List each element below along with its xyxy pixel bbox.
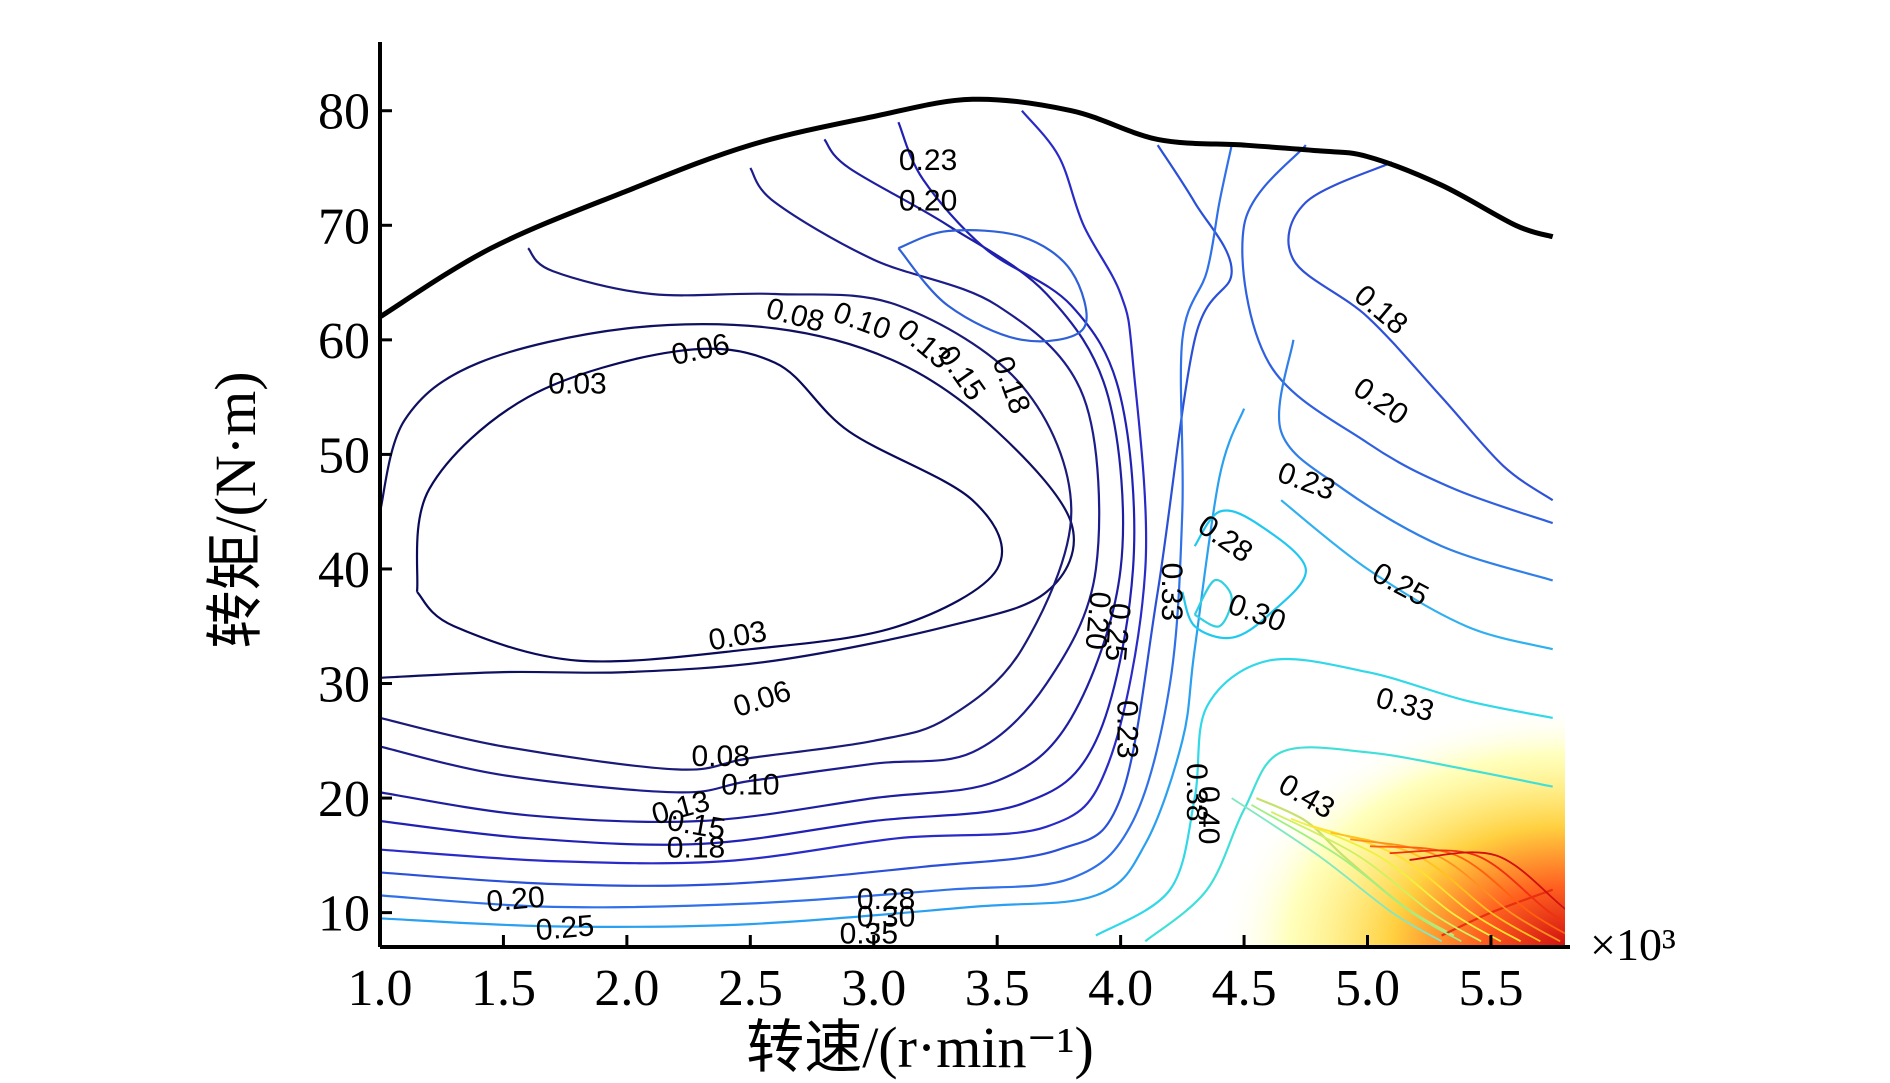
- contour-line-dense: [1330, 831, 1541, 943]
- contour-label: 0.10: [829, 296, 895, 347]
- x-tick-label: 5.0: [1335, 960, 1400, 1017]
- contour-label: 0.38: [1180, 763, 1213, 821]
- x-tick-label: 4.5: [1212, 960, 1277, 1017]
- y-ticks: 10 20 30 40 50 60 70 80: [318, 84, 392, 943]
- contour-line-0.15: [380, 121, 1136, 846]
- y-tick-label: 20: [318, 771, 370, 828]
- contour-label: 0.03: [706, 615, 769, 658]
- contour-label: 0.10: [721, 769, 779, 802]
- contour-label: 0.33: [1155, 563, 1188, 621]
- contour-label: 0.20: [899, 184, 957, 217]
- y-tick-label: 60: [318, 313, 370, 370]
- x-tick-label: 3.5: [965, 960, 1030, 1017]
- y-tick-label: 50: [318, 427, 370, 484]
- x-tick-label: 1.0: [348, 960, 413, 1017]
- contour-line-0.06: [380, 323, 1075, 679]
- y-axis-title: 转矩/(N·m): [203, 371, 268, 648]
- contour-label: 0.08: [691, 740, 749, 773]
- contour-line-0.20: [1241, 144, 1554, 525]
- envelope-line: [378, 96, 1554, 320]
- x-axis-title: 转速/(r·min⁻¹): [746, 1015, 1094, 1080]
- contour-label: 0.03: [548, 368, 606, 401]
- contour-line-0.28: [1181, 509, 1307, 640]
- x-tick-label: 5.5: [1458, 960, 1523, 1017]
- contour-line-0.20: [380, 144, 1233, 887]
- contour-label: 0.25: [534, 909, 595, 947]
- contour-line-0.23: [1277, 339, 1554, 582]
- contour-line-0.10: [380, 167, 1101, 794]
- x-tick-label: 2.0: [594, 960, 659, 1017]
- contour-label: 0.18: [1348, 279, 1414, 342]
- contour-labels: 0.230.200.030.060.08 0.100.130.150.180.03…: [485, 144, 1437, 950]
- contour-label: 0.20: [485, 881, 546, 919]
- contour-label: 0.40: [1192, 786, 1225, 844]
- contour-label: 0.08: [763, 292, 828, 339]
- y-tick-label: 80: [318, 84, 370, 141]
- contour-label: 0.06: [669, 328, 733, 372]
- contour-line-dense: [1389, 849, 1565, 924]
- contour-line-dense: [1290, 817, 1502, 943]
- contour-line-0.33: [1193, 578, 1233, 628]
- contour-label: 0.18: [986, 352, 1037, 418]
- x-multiplier-label: ×10³: [1590, 919, 1676, 970]
- y-tick-label: 30: [318, 657, 370, 714]
- contour-line-0.03: [415, 347, 1004, 663]
- contour-line-dense: [1251, 804, 1462, 943]
- contour-line-dense: [1409, 851, 1565, 910]
- contour-line-0.18: [1287, 161, 1554, 502]
- axes: [378, 42, 1570, 949]
- contour-line-0.23: [897, 229, 1088, 343]
- contour-label: 0.06: [729, 674, 795, 723]
- contour-label: 0.18: [667, 832, 725, 865]
- contour-label: 0.30: [1224, 588, 1290, 639]
- contour-line-dense: [1270, 810, 1482, 943]
- x-tick-label: 2.5: [718, 960, 783, 1017]
- contour-label: 0.28: [857, 883, 915, 916]
- contour-lines: [380, 110, 1565, 943]
- contour-label: 0.20: [1347, 371, 1414, 432]
- contour-line-0.30: [1095, 657, 1553, 937]
- contour-label: 0.30: [857, 900, 915, 933]
- contour-label: 0.23: [899, 144, 957, 177]
- contour-line-0.25: [380, 408, 1246, 929]
- contour-line-0.25: [1280, 499, 1553, 651]
- torque-envelope: [378, 96, 1554, 320]
- high-value-region: [1219, 706, 1565, 947]
- x-tick-label: 4.0: [1088, 960, 1153, 1017]
- contour-line-0.13: [380, 138, 1125, 824]
- contour-line-0.18: [380, 110, 1148, 865]
- contour-label: 0.35: [840, 917, 898, 950]
- contour-label: 0.20: [1079, 590, 1117, 651]
- x-ticks: 1.0 1.5 2.0 2.5 3.0 3.5 4.0 4.5 5.0 5.5: [348, 935, 1523, 1017]
- y-tick-label: 70: [318, 198, 370, 255]
- y-tick-label: 10: [318, 886, 370, 943]
- contour-line-0.33: [1144, 746, 1553, 943]
- y-tick-label: 40: [318, 542, 370, 599]
- contour-line-dense: [1369, 845, 1565, 935]
- contour-line-0.08: [380, 247, 1073, 771]
- x-tick-label: 3.0: [841, 960, 906, 1017]
- contour-line-dense: [1350, 838, 1561, 943]
- contour-line-dense: [1231, 797, 1443, 943]
- contour-label: 0.23: [1273, 456, 1339, 507]
- contour-label: 0.25: [1098, 602, 1136, 663]
- hot-region-gradient: [1219, 706, 1565, 947]
- contour-line-0.23: [380, 144, 1233, 909]
- contour-label: 0.23: [1111, 700, 1144, 758]
- x-tick-label: 1.5: [471, 960, 536, 1017]
